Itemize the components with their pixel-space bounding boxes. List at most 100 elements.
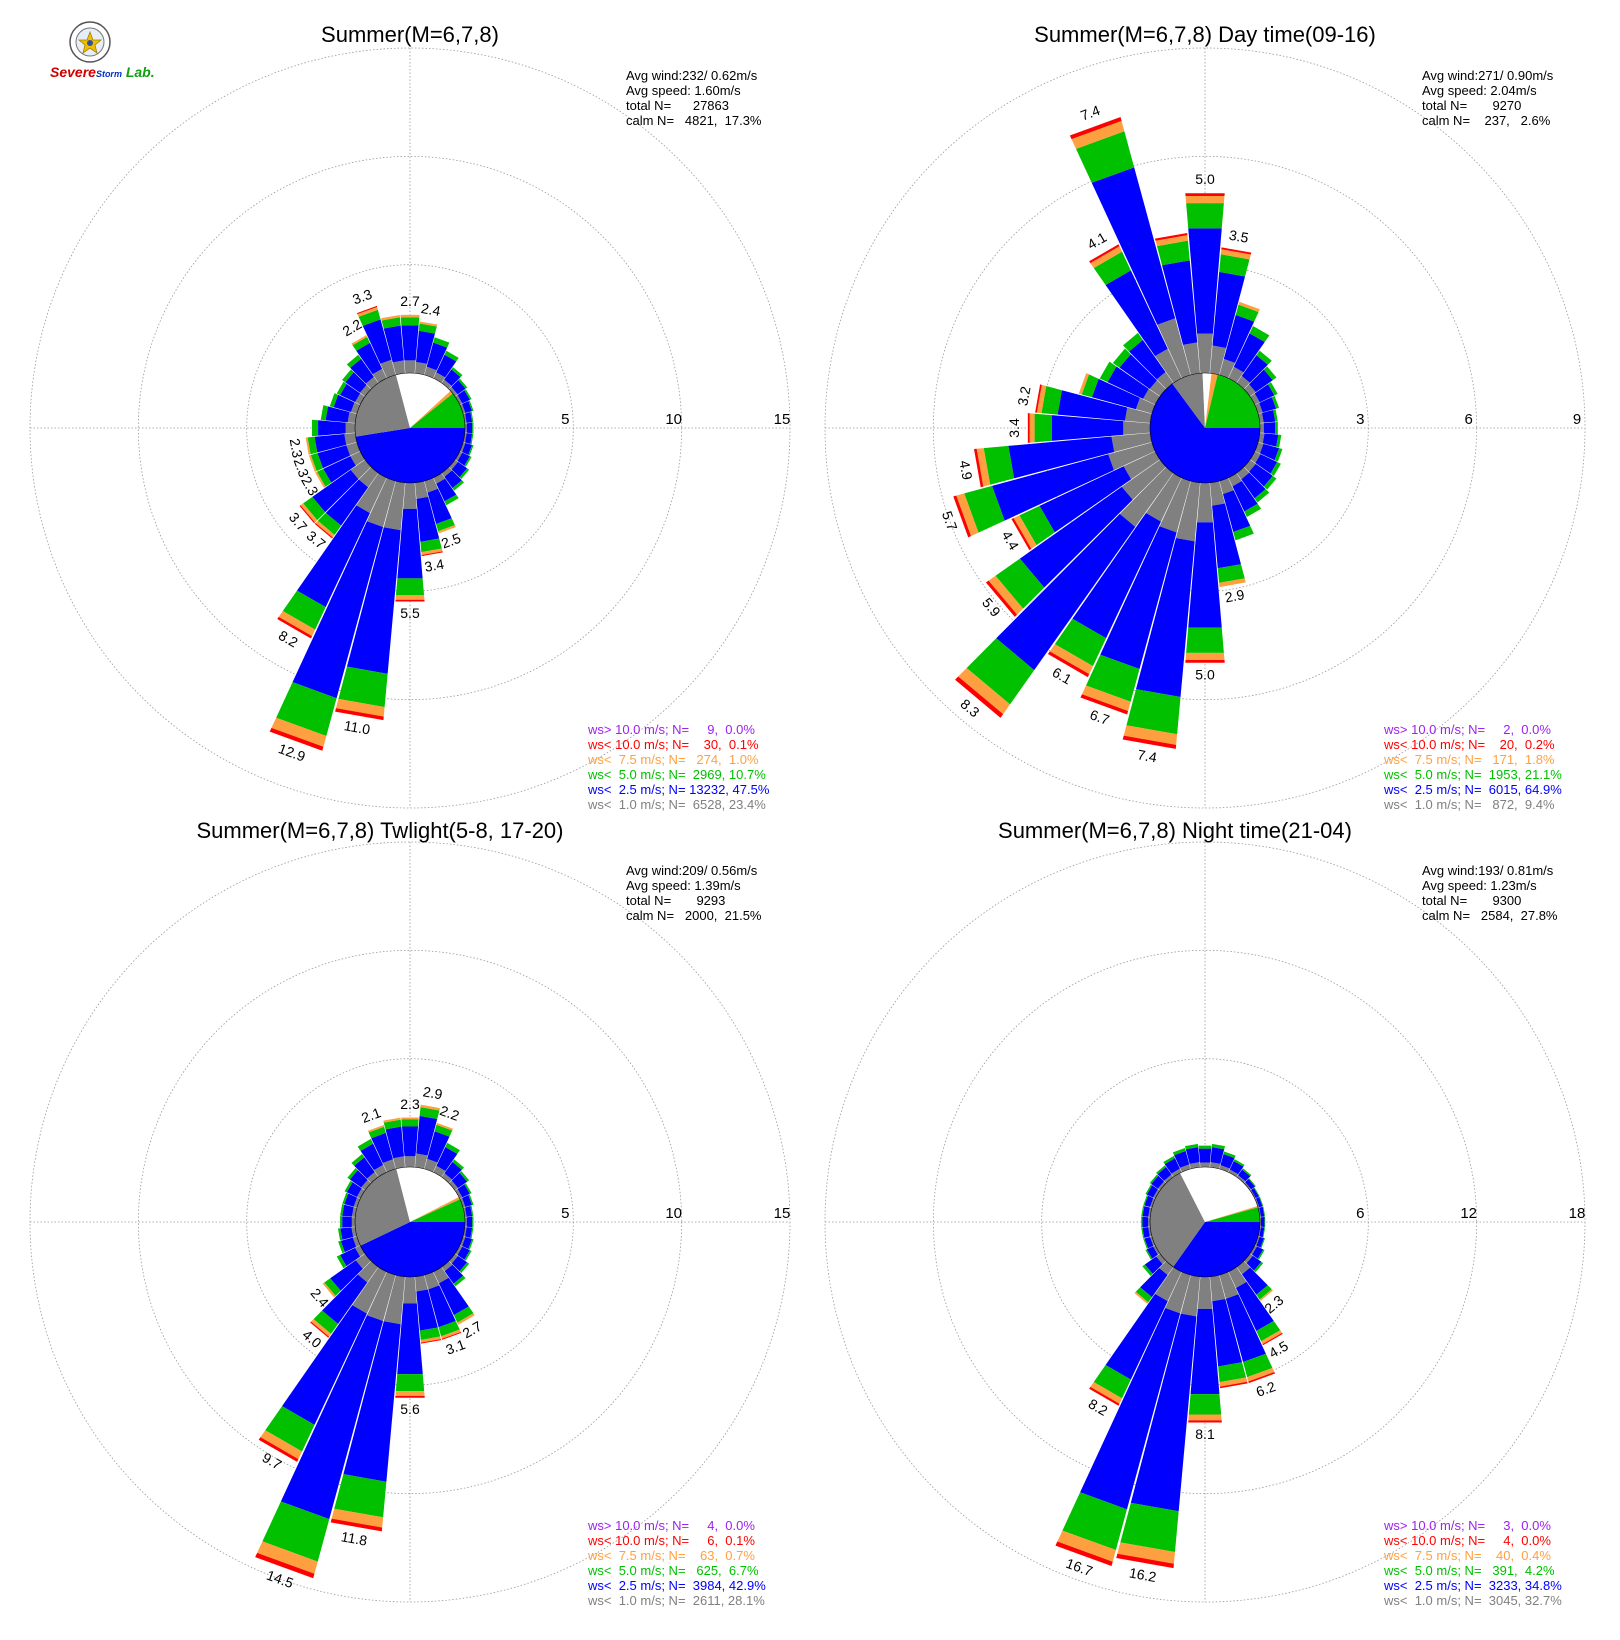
bar-segment-lt5 [1211,1143,1226,1150]
bar-segment-lt75 [1013,515,1037,549]
bar-segment-lt25 [385,1126,405,1159]
bar-segment-lt1 [366,1271,396,1322]
bar-value-label: 6.1 [1050,664,1075,688]
bar-segment-lt25 [340,1247,361,1267]
bar-segment-lt1 [351,1217,356,1227]
bar-segment-lt5 [1142,1264,1153,1277]
bar-segment-lt75 [1185,195,1225,204]
bar-segment-lt5 [312,419,319,437]
bar-segment-lt75 [400,314,420,318]
bar-segment-lt5 [470,433,474,445]
bar-segment-lt1 [1219,358,1236,379]
bar-segment-lt25 [1107,366,1149,399]
bar-segment-lt25 [444,1161,462,1180]
bar-segment-lt1 [1236,1175,1246,1183]
panel-title: Summer(M=6,7,8) Night time(21-04) [998,818,1352,843]
bar-segment-lt25 [350,358,374,384]
bar-segment-lt25 [296,505,370,608]
legend-entry-lt75: ws< 7.5 m/s; N= 63, 0.7% [587,1548,755,1563]
bar-value-label: 3.4 [423,556,445,575]
bar-segment-lt25 [466,422,473,434]
pie-slice-lt75 [1205,373,1218,428]
bar-segment-lt1 [358,467,379,488]
speed-class-pie [1149,1166,1261,1278]
bar-segment-lt75 [1247,1367,1275,1382]
bar-segment-lt1 [355,1253,371,1269]
bar-segment-lt5 [464,1183,472,1194]
bar-segment-lt5 [470,1205,474,1217]
bar-value-label: 11.0 [343,717,372,737]
bar-segment-lt10 [1262,1332,1283,1346]
bar-segment-lt25 [427,488,452,524]
bar-segment-lt10 [258,1437,299,1462]
bar-segment-lt10 [1219,1381,1248,1389]
ring-tick-label: 12 [1460,1205,1477,1222]
bar-segment-lt10 [1069,117,1122,140]
bar-segment-lt25 [1260,1217,1265,1227]
bar-segment-lt1 [1171,1168,1182,1177]
bar-segment-lt1 [1219,477,1234,495]
bar-segment-lt5 [336,1254,347,1269]
ring-tick-label: 18 [1569,1205,1586,1222]
logo-word-2: Storm [95,69,122,79]
bar-segment-lt1 [1250,451,1261,464]
legend-entry-lt1: ws< 1.0 m/s; N= 6528, 23.4% [587,797,766,812]
bar-segment-lt25 [1212,503,1241,569]
bar-segment-lt25 [465,412,473,423]
bar-segment-lt5 [282,590,326,630]
bar-segment-lt5 [1093,251,1131,285]
bar-segment-lt25 [362,319,392,364]
bar-segment-lt25 [349,1170,368,1188]
bar-segment-lt25 [1262,433,1279,447]
bar-segment-lt1 [372,368,387,383]
bar-segment-lt1 [1254,1236,1260,1246]
stats-line: total N= 27863 [626,98,729,113]
bar-segment-lt5 [400,317,420,326]
bar-segment-lt5 [468,444,474,456]
bar-segment-lt25 [1259,1227,1265,1238]
bar-segment-lt1 [1219,1165,1230,1173]
bar-segment-lt25 [1105,270,1168,357]
bar-segment-lt25 [1223,314,1255,363]
bar-segment-lt1 [449,1180,459,1191]
stats-line: Avg wind:193/ 0.81m/s [1422,863,1554,878]
bar-segment-lt25 [1259,397,1277,413]
bar-segment-lt1 [392,360,406,375]
bar-segment-lt25 [340,1227,354,1240]
bar-segment-lt1 [1180,1275,1201,1317]
bar-segment-lt5 [1156,240,1190,266]
bar-segment-lt1 [424,477,439,493]
bar-value-label: 3.5 [1228,227,1250,246]
bar-segment-lt1 [1121,459,1166,500]
speed-class-pie [1149,372,1261,484]
bar-segment-lt25 [1057,390,1128,421]
bar-segment-lt1 [441,1173,453,1183]
bar-segment-lt1 [463,1226,467,1237]
bar-segment-lt1 [1175,481,1201,542]
bar-segment-lt25 [996,513,1136,671]
bar-segment-lt1 [1157,318,1191,379]
bar-segment-lt5 [1233,1159,1245,1167]
bar-value-label: 5.5 [400,605,420,621]
bar-segment-lt5 [368,1126,386,1139]
bar-segment-lt5 [445,1142,460,1154]
bar-segment-lt25 [292,521,384,699]
ring-tick-label: 5 [561,411,569,428]
bar-segment-lt5 [1248,1178,1256,1187]
bar-segment-lt5 [1218,1362,1247,1383]
bar-segment-lt75 [1117,1542,1175,1564]
bar-segment-lt1 [355,1245,365,1257]
bar-segment-lt5 [338,1240,345,1254]
bar-segment-lt1 [455,1245,463,1256]
bar-segment-lt75 [315,520,335,538]
bar-segment-lt5 [468,400,474,412]
bar-segment-lt1 [393,1156,406,1169]
bar-segment-lt25 [1229,1160,1244,1175]
bar-value-label: 2.7 [400,293,420,309]
bar-segment-lt1 [1209,1162,1221,1169]
stats-line: total N= 9270 [1422,98,1521,113]
bar-segment-lt5 [1274,448,1283,462]
bar-segment-lt75 [311,1319,332,1337]
bar-segment-lt1 [1156,372,1174,389]
bar-segment-lt1 [441,379,452,389]
